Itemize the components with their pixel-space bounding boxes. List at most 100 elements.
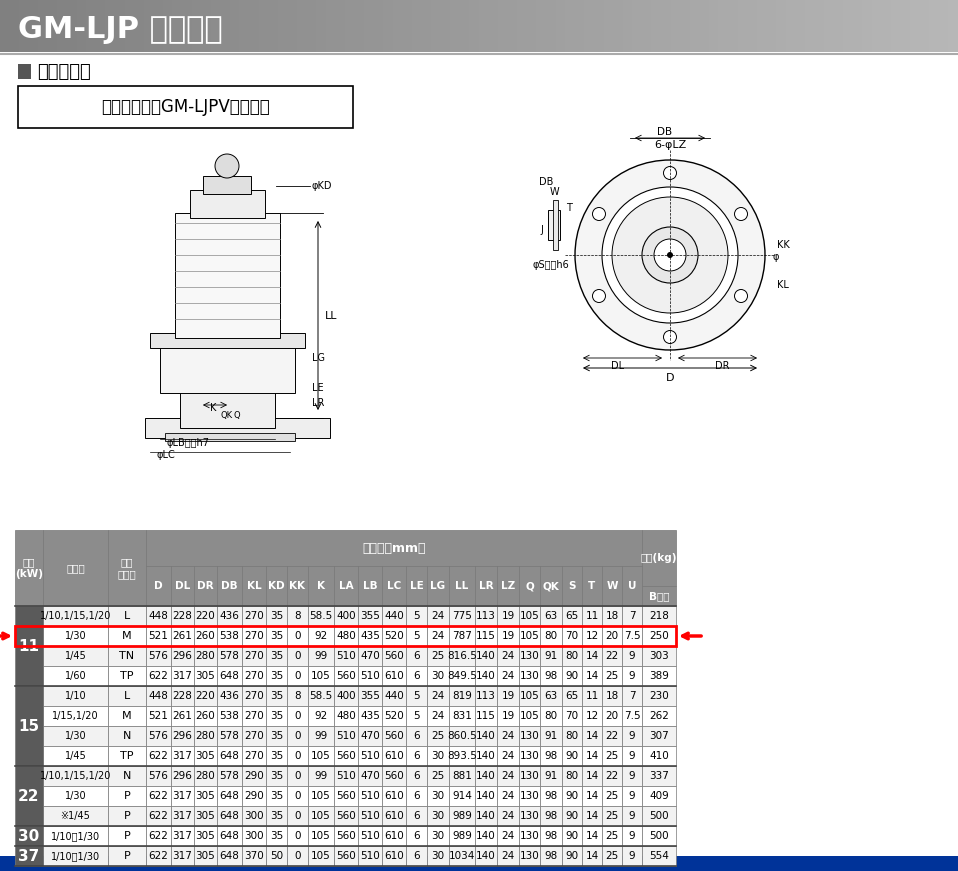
Bar — [872, 0, 881, 52]
Text: 5: 5 — [413, 711, 420, 721]
Bar — [427, 706, 449, 726]
Bar — [146, 626, 171, 646]
Text: 819: 819 — [452, 691, 472, 701]
Text: 98: 98 — [544, 791, 558, 801]
Text: 510: 510 — [360, 811, 380, 821]
Text: 140: 140 — [476, 771, 496, 781]
Bar — [497, 726, 519, 746]
Text: 816.5: 816.5 — [447, 651, 477, 661]
Bar — [217, 846, 242, 866]
Text: 0: 0 — [294, 671, 301, 681]
Text: 外形寸法図: 外形寸法図 — [37, 63, 91, 81]
Bar — [475, 846, 497, 866]
Bar — [171, 626, 194, 646]
Bar — [242, 766, 266, 786]
Bar — [297, 0, 307, 52]
Bar — [316, 0, 326, 52]
Bar — [449, 706, 475, 726]
Text: DR: DR — [197, 581, 214, 591]
Bar — [622, 786, 642, 806]
Text: 立形　三相　GM-LJPVシリーズ: 立形 三相 GM-LJPVシリーズ — [102, 98, 270, 116]
Bar — [582, 786, 602, 806]
Bar — [134, 0, 144, 52]
Text: 140: 140 — [476, 791, 496, 801]
Text: 140: 140 — [476, 851, 496, 861]
Bar — [527, 0, 536, 52]
Text: 105: 105 — [311, 791, 331, 801]
Bar — [680, 0, 690, 52]
Bar — [18, 86, 353, 128]
Bar — [358, 746, 382, 766]
Bar — [431, 0, 441, 52]
Bar — [582, 706, 602, 726]
Text: 18: 18 — [605, 611, 619, 621]
Bar — [642, 706, 676, 726]
Bar — [475, 826, 497, 846]
Bar — [449, 806, 475, 826]
Bar — [642, 686, 676, 706]
Bar — [622, 606, 642, 626]
Text: 470: 470 — [360, 651, 380, 661]
Circle shape — [602, 187, 738, 323]
Text: LR: LR — [479, 581, 493, 591]
Text: 22: 22 — [605, 771, 619, 781]
Text: 130: 130 — [519, 771, 539, 781]
Text: 560: 560 — [336, 811, 355, 821]
Text: 5: 5 — [413, 631, 420, 641]
Text: K: K — [317, 581, 325, 591]
Bar — [146, 786, 171, 806]
Text: 99: 99 — [314, 771, 328, 781]
Text: 80: 80 — [565, 651, 579, 661]
Text: 262: 262 — [650, 711, 669, 721]
Text: 576: 576 — [148, 731, 169, 741]
Bar — [266, 606, 287, 626]
Text: P: P — [124, 811, 130, 821]
Bar — [582, 606, 602, 626]
Bar — [519, 626, 540, 646]
Text: 470: 470 — [360, 731, 380, 741]
Bar — [562, 786, 582, 806]
Bar — [651, 0, 661, 52]
Text: 105: 105 — [311, 751, 331, 761]
Text: 98: 98 — [544, 831, 558, 841]
Text: D: D — [666, 373, 674, 383]
Bar — [562, 666, 582, 686]
Bar — [171, 706, 194, 726]
Text: 14: 14 — [585, 791, 599, 801]
Bar — [108, 786, 146, 806]
Text: L: L — [124, 611, 130, 621]
Bar — [406, 646, 427, 666]
Text: φKD: φKD — [312, 181, 332, 191]
Bar — [562, 626, 582, 646]
Bar — [632, 0, 642, 52]
Text: 24: 24 — [501, 791, 514, 801]
Bar — [602, 686, 622, 706]
Bar — [287, 826, 308, 846]
Bar — [382, 606, 406, 626]
Text: 280: 280 — [195, 651, 216, 661]
Bar — [939, 0, 948, 52]
Bar — [190, 190, 265, 218]
Text: 1034: 1034 — [448, 851, 475, 861]
Text: 98: 98 — [544, 671, 558, 681]
Text: 296: 296 — [172, 771, 193, 781]
Text: TP: TP — [121, 751, 134, 761]
Bar — [427, 806, 449, 826]
Bar — [194, 846, 217, 866]
Text: 14: 14 — [585, 811, 599, 821]
Text: 1/45: 1/45 — [64, 651, 86, 661]
Bar — [43, 826, 108, 846]
Text: 307: 307 — [650, 731, 669, 741]
Text: 290: 290 — [244, 771, 263, 781]
Bar — [266, 826, 287, 846]
Text: 6: 6 — [413, 671, 420, 681]
Bar — [540, 646, 562, 666]
Bar — [475, 686, 497, 706]
Bar — [171, 806, 194, 826]
Bar — [406, 666, 427, 686]
Text: 65: 65 — [565, 611, 579, 621]
Bar — [15, 846, 43, 866]
Bar — [406, 686, 427, 706]
Text: 7.5: 7.5 — [624, 711, 640, 721]
Text: 80: 80 — [544, 711, 558, 721]
